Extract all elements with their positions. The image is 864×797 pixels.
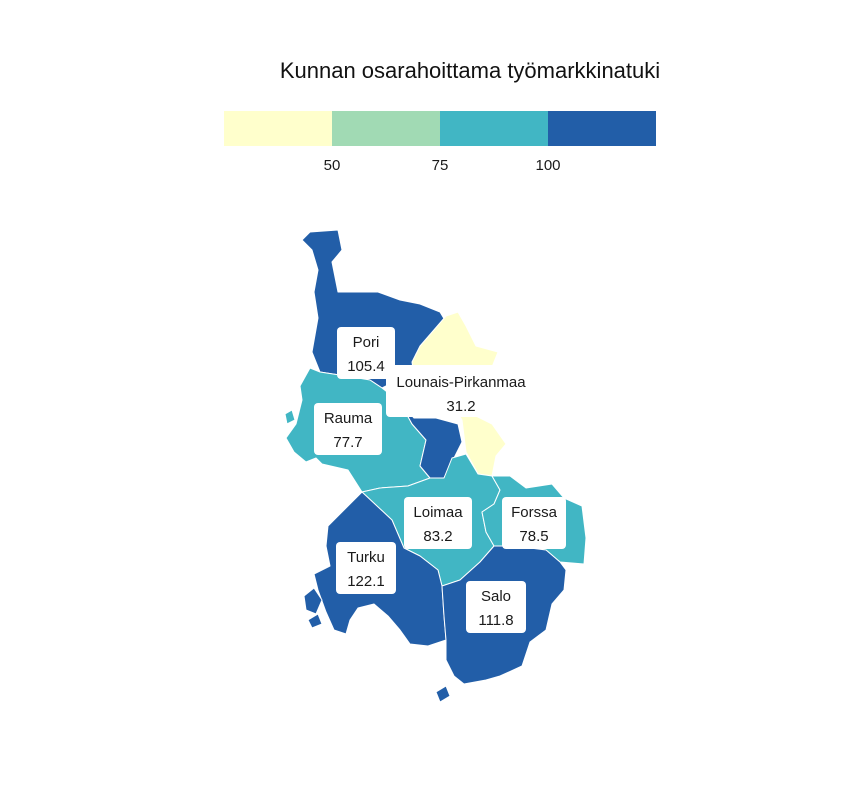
legend-swatch-2	[332, 111, 440, 146]
legend: 50 75 100	[224, 111, 656, 174]
label-value: 105.4	[347, 358, 385, 375]
label-value: 83.2	[423, 528, 452, 545]
label-name: Forssa	[511, 504, 558, 521]
label-turku: Turku 122.1	[336, 542, 396, 594]
label-value: 77.7	[333, 434, 362, 451]
region-turku-island	[303, 587, 323, 615]
legend-break-75: 75	[432, 157, 449, 174]
label-name: Turku	[347, 549, 385, 566]
label-value: 78.5	[519, 528, 548, 545]
label-loimaa: Loimaa 83.2	[404, 497, 472, 549]
label-name: Loimaa	[413, 504, 463, 521]
label-rauma: Rauma 77.7	[314, 403, 382, 455]
label-salo: Salo 111.8	[466, 581, 526, 633]
label-name: Rauma	[324, 410, 373, 427]
map-title: Kunnan osarahoittama työmarkkinatuki	[280, 58, 660, 83]
label-box	[466, 581, 526, 633]
legend-break-100: 100	[535, 157, 560, 174]
label-name: Lounais-Pirkanmaa	[396, 374, 526, 391]
region-turku-island	[307, 613, 323, 629]
legend-swatch-1	[224, 111, 332, 146]
legend-swatch-3	[440, 111, 548, 146]
region-labels: Pori 105.4 Lounais-Pirkanmaa 31.2 Rauma …	[314, 327, 566, 633]
legend-break-50: 50	[324, 157, 341, 174]
label-box	[336, 542, 396, 594]
label-value: 31.2	[446, 398, 475, 415]
legend-swatch-4	[548, 111, 656, 146]
label-box	[337, 327, 395, 379]
label-name: Pori	[353, 334, 380, 351]
label-lounais-pirkanmaa: Lounais-Pirkanmaa 31.2	[386, 365, 536, 417]
label-box	[404, 497, 472, 549]
label-value: 111.8	[478, 612, 513, 629]
label-box	[386, 365, 536, 417]
label-forssa: Forssa 78.5	[502, 497, 566, 549]
label-name: Salo	[481, 588, 511, 605]
label-box	[502, 497, 566, 549]
label-value: 122.1	[347, 573, 385, 590]
region-salo-island	[435, 685, 451, 703]
label-box	[314, 403, 382, 455]
label-pori: Pori 105.4	[337, 327, 395, 379]
region-rauma-island	[284, 409, 296, 425]
regions	[284, 229, 587, 703]
